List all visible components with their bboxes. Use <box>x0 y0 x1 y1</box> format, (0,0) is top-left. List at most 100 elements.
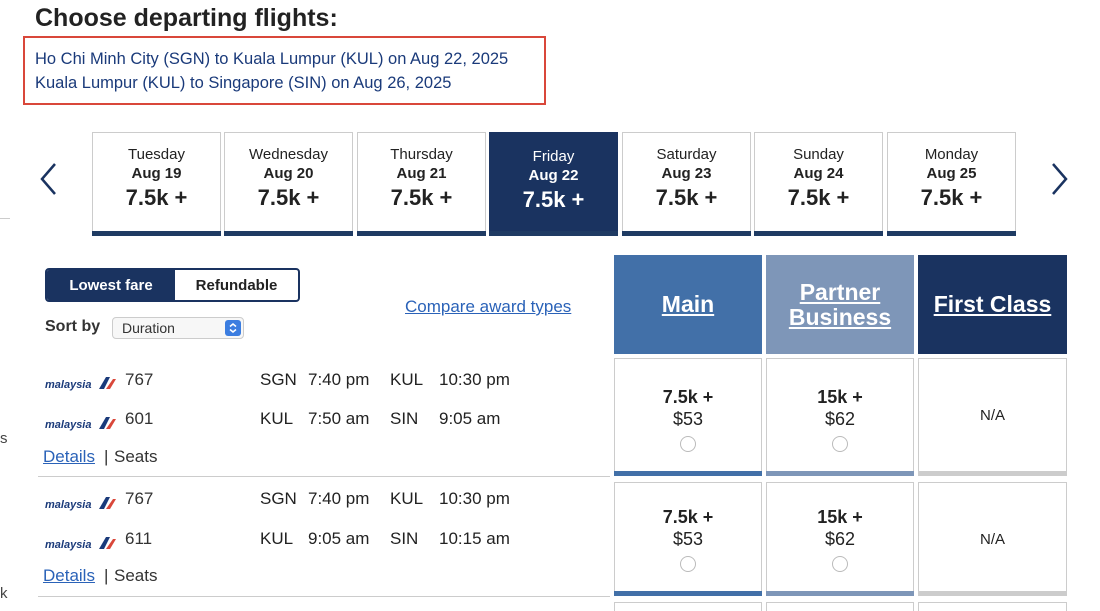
prev-dates-button[interactable] <box>35 155 63 203</box>
fare-radio[interactable] <box>832 436 848 452</box>
fare-color-bar <box>766 591 914 596</box>
svg-text:malaysia: malaysia <box>45 419 91 431</box>
date-points: 7.5k + <box>125 185 188 210</box>
next-dates-button[interactable] <box>1045 155 1073 203</box>
cabin-label: First Class <box>933 291 1052 317</box>
fare-usd: $53 <box>672 409 704 429</box>
itinerary-leg: Kuala Lumpur (KUL) to Singapore (SIN) on… <box>35 74 452 92</box>
select-arrows-icon <box>225 320 241 336</box>
malaysia-airlines-logo: malaysia <box>44 534 118 554</box>
fare-color-bar <box>614 591 762 596</box>
seats-link[interactable]: Seats <box>114 566 158 585</box>
compare-award-types-link[interactable]: Compare award types <box>405 297 572 316</box>
fare-usd: $62 <box>824 409 856 429</box>
date-label: Aug 24 <box>793 165 844 182</box>
itinerary-summary: Ho Chi Minh City (SGN) to Kuala Lumpur (… <box>23 36 546 105</box>
fare-radio[interactable] <box>680 556 696 572</box>
refundable-toggle[interactable]: Refundable <box>195 276 278 294</box>
fare-cell-main[interactable]: 7.5k + $53 <box>614 358 762 476</box>
flight-number: 611 <box>125 529 153 548</box>
fare-color-bar <box>918 591 1067 596</box>
date-day: Tuesday <box>128 146 185 163</box>
date-tile[interactable]: Saturday Aug 23 7.5k + <box>622 132 751 236</box>
cabin-label: Partner Business <box>788 278 892 330</box>
cabin-header-main[interactable]: Main <box>614 255 762 354</box>
fare-cell-partner-business[interactable]: 15k + $62 <box>766 358 914 476</box>
arrival-time: 10:30 pm <box>439 489 510 508</box>
departure-time: 9:05 am <box>308 529 370 548</box>
sort-select-value: Duration <box>122 320 175 336</box>
sort-select[interactable]: Duration <box>112 317 244 339</box>
fare-usd: $62 <box>824 529 856 549</box>
lowest-fare-toggle[interactable]: Lowest fare <box>47 270 175 300</box>
svg-text:malaysia: malaysia <box>45 379 91 391</box>
fare-color-bar <box>766 471 914 476</box>
arrival-time: 9:05 am <box>439 409 501 428</box>
date-tile-selected[interactable]: Friday Aug 22 7.5k + <box>489 132 618 236</box>
fare-cell-partner-business[interactable] <box>766 602 914 611</box>
date-points: 7.5k + <box>787 185 850 210</box>
origin-code: SGN <box>260 370 297 389</box>
clipped-text: k <box>0 585 8 602</box>
date-day: Monday <box>924 146 979 163</box>
date-label: Aug 22 <box>528 167 579 184</box>
date-tile[interactable]: Tuesday Aug 19 7.5k + <box>92 132 221 236</box>
fare-points: 15k + <box>817 387 863 407</box>
malaysia-airlines-logo: malaysia <box>44 374 118 394</box>
fare-cell-main[interactable]: 7.5k + $53 <box>614 482 762 596</box>
fare-points: 15k + <box>817 507 863 527</box>
destination-code: SIN <box>390 529 419 548</box>
fare-cell-first-class: N/A <box>918 358 1067 476</box>
arrival-time: 10:15 am <box>439 529 510 548</box>
destination-code: SIN <box>390 409 419 428</box>
destination-code: KUL <box>390 370 424 389</box>
row-divider <box>38 596 610 597</box>
details-link[interactable]: Details <box>43 447 95 466</box>
date-tile[interactable]: Monday Aug 25 7.5k + <box>887 132 1016 236</box>
flight-number: 601 <box>125 409 154 428</box>
date-day: Friday <box>532 148 575 165</box>
cabin-header-first-class[interactable]: First Class <box>918 255 1067 354</box>
malaysia-airlines-logo: malaysia <box>44 494 118 514</box>
sort-by-label: Sort by <box>45 318 101 335</box>
fare-usd: $53 <box>672 529 704 549</box>
row-divider <box>38 476 610 477</box>
date-day: Sunday <box>793 146 844 163</box>
date-label: Aug 19 <box>131 165 182 182</box>
date-tile[interactable]: Sunday Aug 24 7.5k + <box>754 132 883 236</box>
clipped-text: s <box>0 430 8 447</box>
departure-time: 7:40 pm <box>308 370 370 389</box>
flight-number: 767 <box>125 489 154 508</box>
fare-cell-partner-business[interactable]: 15k + $62 <box>766 482 914 596</box>
origin-code: KUL <box>260 529 294 548</box>
date-label: Aug 21 <box>396 165 447 182</box>
date-points: 7.5k + <box>390 185 453 210</box>
fare-type-toggle: Lowest fare Refundable <box>45 268 300 302</box>
date-day: Wednesday <box>249 146 328 163</box>
fare-points: 7.5k + <box>662 387 714 407</box>
itinerary-leg: Ho Chi Minh City (SGN) to Kuala Lumpur (… <box>35 50 509 68</box>
flight-number: 767 <box>125 370 154 389</box>
origin-code: SGN <box>260 489 297 508</box>
left-edge: s k <box>0 0 12 611</box>
date-tile[interactable]: Wednesday Aug 20 7.5k + <box>224 132 353 236</box>
cabin-header-partner-business[interactable]: Partner Business <box>766 255 914 354</box>
date-tile[interactable]: Thursday Aug 21 7.5k + <box>357 132 486 236</box>
arrival-time: 10:30 pm <box>439 370 510 389</box>
seats-link[interactable]: Seats <box>114 447 158 466</box>
fare-radio[interactable] <box>832 556 848 572</box>
fare-color-bar <box>918 471 1067 476</box>
chevron-left-icon <box>40 163 56 195</box>
malaysia-airlines-logo: malaysia <box>44 414 118 434</box>
separator: | <box>104 566 109 585</box>
svg-text:malaysia: malaysia <box>45 539 91 551</box>
fare-unavailable: N/A <box>979 531 1005 548</box>
fare-radio[interactable] <box>680 436 696 452</box>
fare-cell-first-class: N/A <box>918 482 1067 596</box>
date-day: Thursday <box>390 146 453 163</box>
date-points: 7.5k + <box>920 185 983 210</box>
fare-cell-main[interactable] <box>614 602 762 611</box>
fare-points: 7.5k + <box>662 507 714 527</box>
details-link[interactable]: Details <box>43 566 95 585</box>
date-label: Aug 20 <box>263 165 314 182</box>
